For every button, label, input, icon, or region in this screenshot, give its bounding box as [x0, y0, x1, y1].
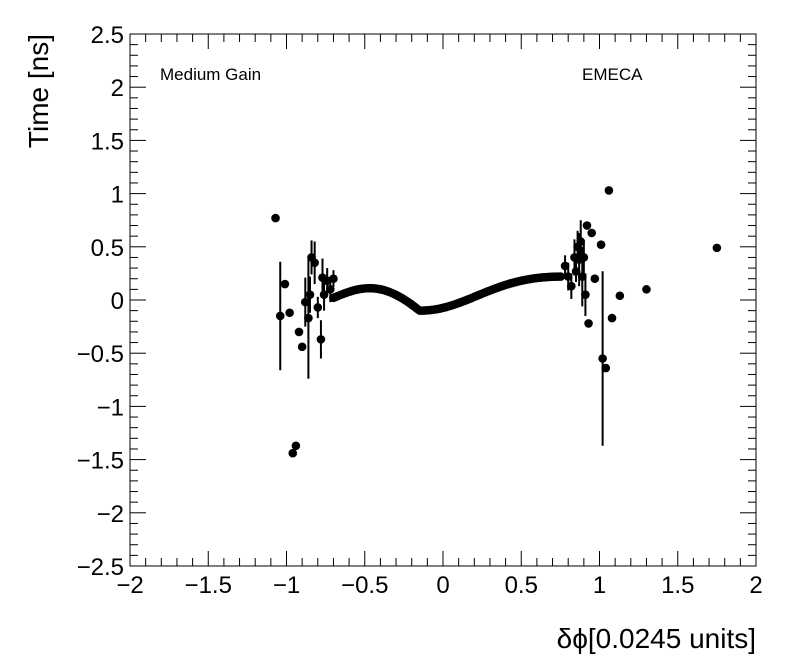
x-tick-label: −2 — [116, 572, 143, 599]
data-point — [581, 290, 590, 299]
data-point — [556, 272, 565, 281]
data-point — [294, 327, 304, 337]
data-point — [590, 274, 600, 284]
y-tick-label: 0.5 — [91, 235, 124, 262]
data-point — [607, 313, 617, 323]
x-tick-label: 1 — [593, 572, 606, 599]
x-tick-label: −1.5 — [185, 572, 232, 599]
data-point — [280, 279, 290, 289]
data-point — [297, 342, 307, 352]
data-point — [567, 281, 576, 291]
y-tick-label: 2 — [111, 75, 124, 102]
data-point — [313, 303, 323, 312]
y-tick-label: 1.5 — [91, 128, 124, 155]
data-point — [310, 258, 319, 268]
data-point — [329, 274, 338, 284]
data-point — [601, 363, 611, 373]
data-point — [579, 253, 589, 262]
y-tick-label: −1 — [97, 394, 124, 421]
data-point — [275, 311, 285, 321]
x-tick-label: −1 — [273, 572, 300, 599]
data-point — [285, 308, 294, 318]
data-point — [596, 240, 606, 249]
data-point — [582, 221, 592, 230]
data-point — [291, 441, 301, 451]
data-point — [304, 313, 313, 323]
y-tick-label: 1 — [111, 182, 124, 209]
data-point — [642, 285, 651, 294]
data-point — [305, 290, 315, 299]
x-tick-label: 0 — [436, 572, 449, 599]
y-tick-label: −2.5 — [77, 554, 124, 581]
data-points — [271, 186, 722, 458]
x-tick-label: 0.5 — [505, 572, 538, 599]
y-tick-label: −2 — [97, 501, 124, 528]
data-point — [604, 186, 614, 195]
axes: −2 −1.5 −1 −0.5 0 0.5 1 1.5 2 2.5 2 1.5 1 0.5 0 −0.5 −1 −… — [77, 22, 763, 599]
data-point — [598, 354, 607, 363]
x-tick-label: 1.5 — [661, 572, 694, 599]
y-tick-label: −1.5 — [77, 448, 124, 475]
data-point — [271, 213, 280, 223]
detector-annotation: EMECA — [582, 65, 643, 84]
x-tick-label: 2 — [749, 572, 762, 599]
data-point — [316, 335, 326, 344]
data-point — [584, 319, 593, 328]
data-point — [712, 243, 722, 253]
x-axis-title: δϕ[0.0245 units] — [557, 623, 756, 654]
y-tick-label: −0.5 — [77, 341, 124, 368]
y-tick-label: 2.5 — [91, 22, 124, 49]
data-point — [615, 291, 625, 301]
gain-annotation: Medium Gain — [160, 65, 261, 84]
data-point — [587, 228, 596, 238]
x-tick-label: −0.5 — [341, 572, 388, 599]
y-tick-label: 0 — [111, 288, 124, 315]
data-point — [288, 448, 298, 458]
y-axis-title: Time [ns] — [23, 34, 54, 148]
